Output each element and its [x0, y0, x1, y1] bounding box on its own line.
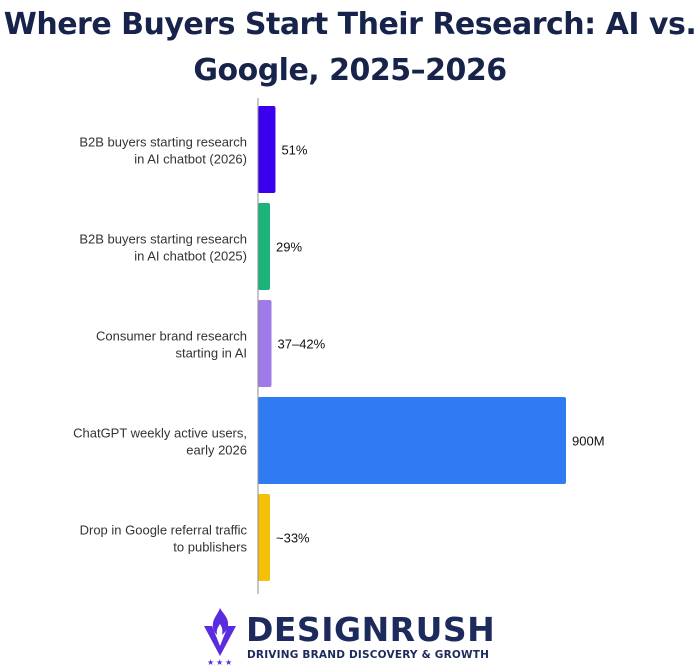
- chart-title: Where Buyers Start Their Research: AI vs…: [3, 7, 697, 88]
- data-label: 29%: [276, 240, 302, 255]
- designrush-logo: ★ ★ ★ DESIGNRUSH DRIVING BRAND DISCOVERY…: [200, 606, 500, 666]
- bar-chart: B2B buyers starting research in AI chatbo…: [73, 98, 605, 594]
- brand-name: DESIGNRUSH: [246, 610, 496, 649]
- data-label: 51%: [281, 143, 307, 158]
- bar-5: [258, 494, 270, 581]
- bar-2: [258, 203, 270, 290]
- category-label: B2B buyers starting research in AI chatbo…: [79, 135, 247, 167]
- svg-text:★: ★: [216, 658, 223, 666]
- bar-4: [258, 397, 566, 484]
- category-label: Consumer brand research starting in AI: [96, 329, 247, 361]
- flame-v-icon: ★ ★ ★: [204, 608, 236, 666]
- bar-1: [258, 106, 276, 193]
- data-label: 37–42%: [278, 337, 326, 352]
- data-label: 900M: [572, 434, 605, 449]
- svg-text:★: ★: [225, 658, 232, 666]
- bar-3: [258, 300, 272, 387]
- brand-tagline: DRIVING BRAND DISCOVERY & GROWTH: [247, 649, 490, 661]
- category-label: Drop in Google referral traffic to publis…: [80, 523, 248, 555]
- category-label: ChatGPT weekly active users, early 2026: [73, 426, 247, 458]
- data-label: ~33%: [276, 531, 310, 546]
- category-label: B2B buyers starting research in AI chatbo…: [79, 232, 247, 264]
- svg-text:★: ★: [207, 658, 214, 666]
